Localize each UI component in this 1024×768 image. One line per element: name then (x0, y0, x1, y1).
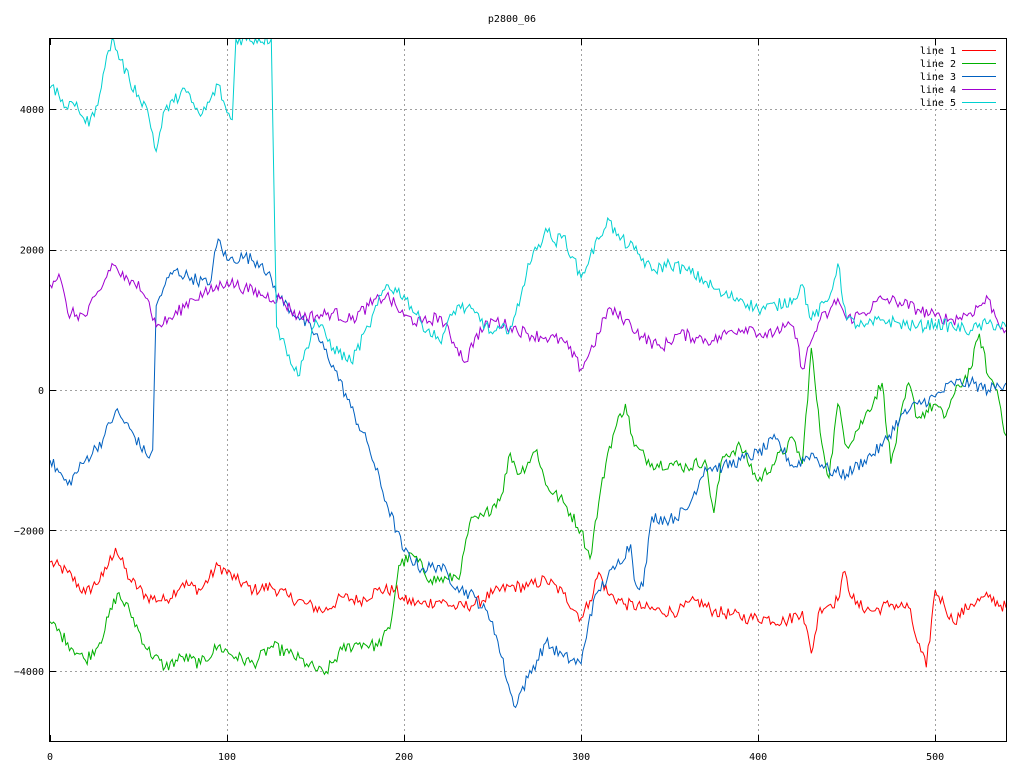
x-tick-label: 400 (749, 752, 767, 763)
y-tick-label: −2000 (14, 526, 44, 537)
legend-label: line 3 (920, 72, 956, 83)
x-tick-label: 0 (47, 752, 53, 763)
legend-label: line 5 (920, 98, 956, 109)
x-tick-label: 300 (572, 752, 590, 763)
axis-ticks: 0 100 200 300 400 500 −4000 −2000 0 2000 4000 (14, 39, 1006, 763)
legend: line 1 line 2 line 3 line 4 line 5 (920, 46, 996, 109)
series-layer (50, 39, 1006, 709)
series-line-3 (50, 238, 1006, 709)
legend-label: line 4 (920, 85, 956, 96)
plot-frame (49, 38, 1007, 742)
series-line-2 (50, 333, 1006, 676)
x-tick-label: 200 (395, 752, 413, 763)
chart-title: p2800_06 (488, 14, 536, 25)
x-tick-label: 500 (926, 752, 944, 763)
x-tick-label: 100 (218, 752, 236, 763)
legend-label: line 2 (920, 59, 956, 70)
series-line-1 (50, 547, 1006, 668)
y-tick-label: 2000 (20, 246, 44, 257)
legend-label: line 1 (920, 46, 956, 57)
y-tick-label: 4000 (20, 105, 44, 116)
series-line-5 (50, 39, 1006, 377)
grid-lines (50, 39, 1006, 741)
y-tick-label: −4000 (14, 667, 44, 678)
y-tick-label: 0 (38, 386, 44, 397)
series-line-4 (50, 262, 1006, 373)
